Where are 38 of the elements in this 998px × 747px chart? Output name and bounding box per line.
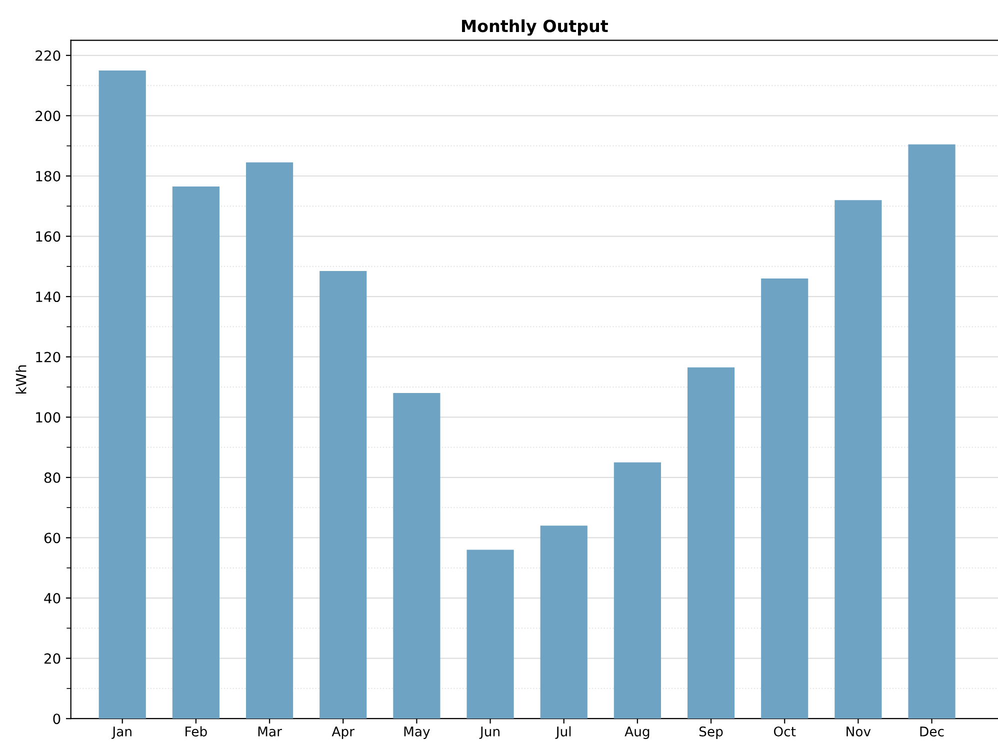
y-tick-label: 60 (44, 532, 60, 544)
y-tick-label: 20 (44, 653, 60, 664)
bar (908, 144, 956, 719)
y-tick-label: 0 (53, 714, 60, 724)
y-tick-label: 220 (36, 50, 60, 61)
bar (687, 367, 735, 719)
x-tick-label: Mar (258, 726, 282, 736)
y-tick-label: 160 (36, 231, 60, 242)
y-tick-label: 120 (36, 352, 60, 362)
y-tick-label: 80 (44, 472, 60, 483)
x-tick-label: Jun (479, 726, 500, 739)
bar (466, 550, 514, 719)
bar (540, 526, 588, 719)
x-tick-label: Jul (555, 726, 571, 739)
bar (246, 162, 294, 719)
y-axis-title: kWh (16, 365, 26, 394)
bar (393, 393, 440, 719)
bar (761, 278, 808, 719)
x-tick-label: Oct (774, 726, 796, 736)
x-tick-label: Sep (699, 726, 723, 740)
bar (614, 462, 661, 719)
y-tick-label: 180 (36, 170, 60, 182)
x-tick-label: Feb (186, 726, 207, 736)
bar (834, 200, 882, 719)
x-tick-label: Dec (920, 726, 944, 736)
y-tick-label: 200 (36, 110, 60, 122)
bar (98, 70, 146, 719)
bar (172, 186, 220, 719)
chart-title: Monthly Output (462, 19, 608, 36)
x-tick-label: May (404, 726, 430, 740)
x-tick-label: Aug (624, 726, 650, 740)
x-tick-label: Apr (332, 726, 355, 740)
y-tick-label: 40 (44, 593, 60, 604)
x-tick-label: Nov (846, 726, 871, 736)
y-tick-label: 140 (36, 292, 60, 302)
x-tick-label: Jan (112, 726, 132, 739)
y-tick-label: 100 (36, 412, 60, 423)
bar (320, 270, 367, 719)
